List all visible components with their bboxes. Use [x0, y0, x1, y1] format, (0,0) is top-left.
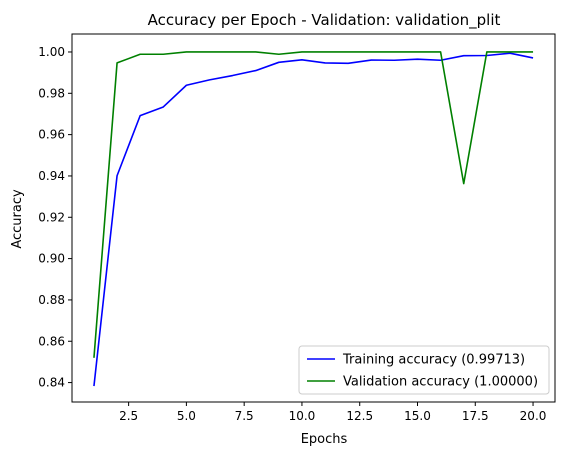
x-tick-label: 20.0	[520, 409, 547, 423]
x-axis-title: Epochs	[301, 432, 348, 447]
legend-label: Training accuracy (0.99713)	[342, 353, 525, 368]
y-tick-label: 0.84	[38, 376, 65, 390]
legend-label: Validation accuracy (1.00000)	[343, 375, 538, 390]
y-tick-label: 0.96	[38, 128, 65, 142]
legend: Training accuracy (0.99713) Validation ac…	[298, 345, 550, 395]
x-tick-label: 10.0	[289, 409, 316, 423]
plot-area: 2.5 5.0 7.5 10.0 12.5 15.0 17.5 20.0 0.84 0.86 0.8…	[38, 33, 556, 423]
y-tick-label: 0.90	[38, 252, 65, 266]
y-tick-label: 0.94	[38, 169, 65, 183]
chart-title: Accuracy per Epoch - Validation: validat…	[148, 11, 501, 30]
y-tick-label: 0.98	[38, 86, 65, 100]
y-tick-label: 0.92	[38, 210, 65, 224]
x-tick-label: 12.5	[346, 409, 373, 423]
legend-box	[298, 345, 550, 395]
y-axis-title: Accuracy	[10, 189, 25, 249]
x-tick-label: 5.0	[177, 409, 196, 423]
x-tick-label: 17.5	[462, 409, 489, 423]
y-tick-label: 0.88	[38, 293, 65, 307]
y-tick-label: 1.00	[38, 45, 65, 59]
x-tick-label: 2.5	[119, 409, 138, 423]
series-line-training	[93, 52, 534, 387]
x-tick-label: 15.0	[404, 409, 431, 423]
plot-frame	[71, 33, 556, 403]
series-line-validation	[93, 51, 534, 358]
x-tick-label: 7.5	[235, 409, 254, 423]
y-tick-label: 0.86	[38, 334, 65, 348]
